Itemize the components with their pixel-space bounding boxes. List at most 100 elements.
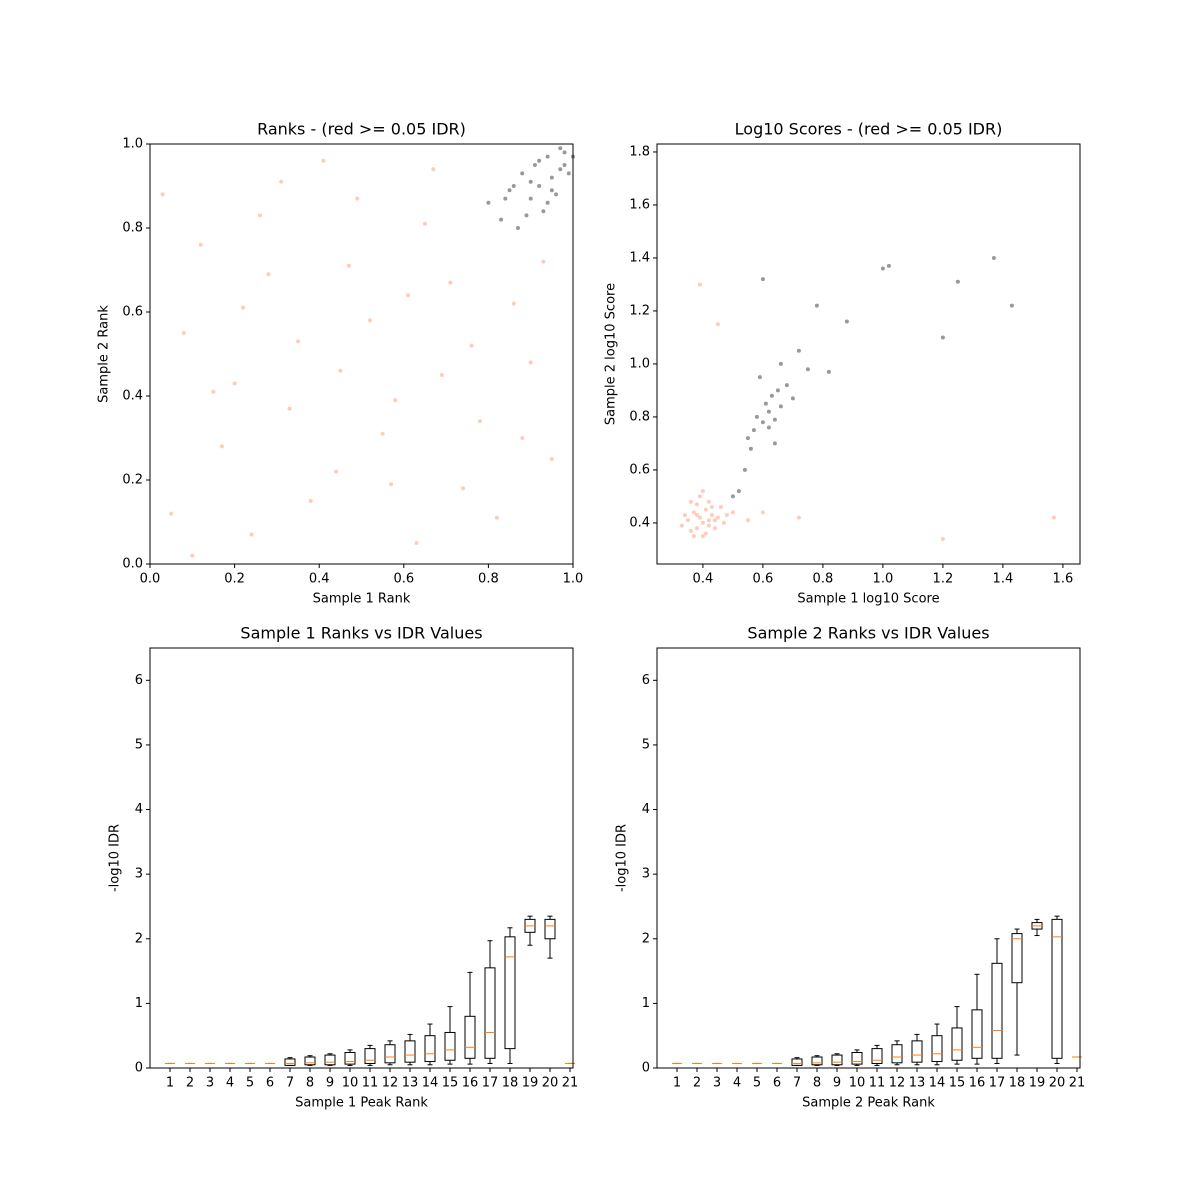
point — [760, 510, 765, 515]
point — [389, 482, 394, 487]
point — [775, 388, 780, 393]
x-tick-label: 0.6 — [753, 572, 774, 587]
axes-frame — [149, 647, 574, 1069]
point — [748, 446, 753, 451]
x-tick-label: 10 — [849, 1076, 866, 1091]
point — [545, 200, 550, 205]
point — [516, 226, 521, 230]
point — [257, 213, 262, 218]
y-tick-label: 2 — [135, 931, 143, 946]
y-tick-label: 1.0 — [629, 356, 650, 371]
point — [520, 171, 525, 176]
point — [703, 531, 708, 536]
box — [911, 1040, 923, 1063]
point — [955, 279, 960, 284]
box — [304, 1056, 316, 1066]
subplot-title: Log10 Scores - (red >= 0.05 IDR) — [735, 120, 1003, 139]
y-tick-label: 5 — [135, 737, 143, 752]
point — [721, 520, 726, 525]
point — [745, 436, 750, 441]
x-axis-label: Sample 1 log10 Score — [797, 592, 939, 607]
x-tick-label: 3 — [713, 1076, 721, 1091]
point — [763, 401, 768, 406]
point — [406, 293, 411, 298]
y-tick-label: 0 — [642, 1061, 650, 1076]
box — [404, 1040, 416, 1063]
x-tick-label: 5 — [753, 1076, 761, 1091]
point — [694, 502, 699, 507]
point — [697, 515, 702, 520]
subplot: Ranks - (red >= 0.05 IDR) Sample 1 Rank Sa… — [97, 120, 584, 607]
x-tick-label: 13 — [909, 1076, 926, 1091]
box — [971, 1009, 983, 1059]
box — [384, 1044, 396, 1064]
subplot-title: Sample 1 Ranks vs IDR Values — [240, 624, 482, 643]
point — [346, 263, 351, 268]
box — [811, 1056, 823, 1066]
axes-frame — [149, 143, 574, 565]
point — [709, 505, 714, 510]
box — [504, 936, 516, 1050]
point — [541, 209, 546, 214]
point — [549, 175, 554, 180]
x-tick-label: 20 — [542, 1076, 559, 1091]
box — [444, 1031, 456, 1061]
x-axis-label: Sample 1 Peak Rank — [295, 1096, 428, 1111]
subplot-title: Sample 2 Ranks vs IDR Values — [747, 624, 989, 643]
point — [712, 526, 717, 531]
point — [703, 507, 708, 512]
point — [524, 213, 529, 218]
x-tick-label: 7 — [793, 1076, 801, 1091]
point — [477, 419, 482, 424]
x-tick-label: 0.8 — [478, 572, 499, 587]
point — [700, 489, 705, 494]
x-tick-label: 10 — [342, 1076, 359, 1091]
point — [724, 512, 729, 517]
point — [232, 381, 237, 386]
point — [715, 515, 720, 520]
point — [461, 486, 466, 491]
box — [544, 918, 556, 940]
point — [880, 266, 885, 271]
point — [706, 499, 711, 504]
x-tick-label: 15 — [949, 1076, 966, 1091]
box — [991, 962, 1003, 1059]
y-tick-label: 0.4 — [629, 515, 650, 530]
point — [469, 343, 474, 348]
x-axis-label: Sample 2 Peak Rank — [802, 1096, 935, 1111]
y-tick-label: 2 — [642, 931, 650, 946]
x-tick-label: 9 — [326, 1076, 334, 1091]
y-tick-label: 1.2 — [629, 303, 650, 318]
point — [499, 217, 504, 222]
point — [742, 467, 747, 472]
point — [566, 171, 571, 176]
x-tick-label: 17 — [989, 1076, 1006, 1091]
x-tick-label: 2 — [693, 1076, 701, 1091]
point — [279, 179, 284, 184]
point — [772, 441, 777, 446]
x-tick-label: 19 — [522, 1076, 539, 1091]
point — [190, 553, 195, 558]
point — [532, 163, 537, 167]
y-tick-label: 1 — [642, 996, 650, 1011]
y-tick-label: 3 — [135, 867, 143, 882]
y-tick-label: 3 — [642, 867, 650, 882]
point — [439, 373, 444, 377]
point — [826, 369, 831, 374]
axes-frame — [656, 143, 1081, 565]
x-tick-label: 5 — [246, 1076, 254, 1091]
box — [324, 1054, 336, 1066]
point — [805, 367, 810, 372]
point — [697, 282, 702, 287]
point — [537, 158, 542, 163]
point — [355, 196, 360, 201]
y-tick-label: 4 — [642, 802, 650, 817]
point — [181, 331, 186, 335]
box — [424, 1035, 436, 1063]
subplot: Sample 2 Ranks vs IDR Values Sample 2 Pea… — [615, 624, 1086, 1111]
x-tick-label: 0.2 — [224, 572, 245, 587]
x-tick-label: 1 — [166, 1076, 174, 1091]
point — [712, 518, 717, 523]
x-tick-label: 1.4 — [993, 572, 1014, 587]
x-tick-label: 11 — [362, 1076, 379, 1091]
